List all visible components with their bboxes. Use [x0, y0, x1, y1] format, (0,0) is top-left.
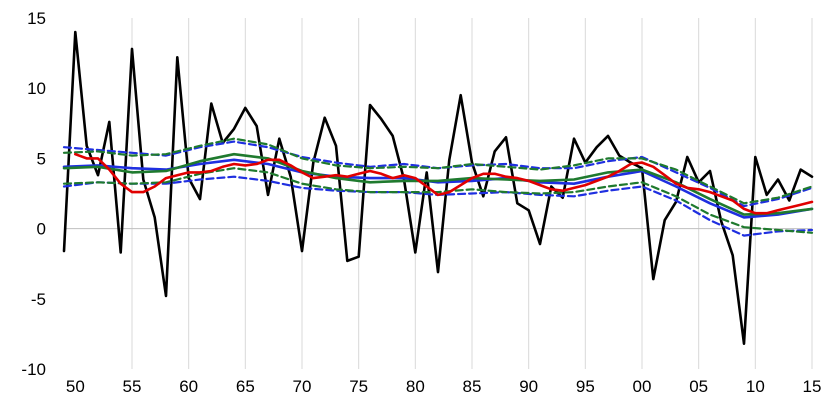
series-line-2 [62, 158, 814, 219]
series-lines [62, 30, 814, 346]
x-tick-label: 70 [293, 377, 312, 396]
y-tick-label: 10 [27, 79, 46, 98]
x-tick-label: 00 [633, 377, 652, 396]
series-line-0 [62, 30, 814, 346]
x-tick-label: 65 [236, 377, 255, 396]
x-tick-label: 95 [576, 377, 595, 396]
series-line-6 [62, 137, 814, 205]
y-axis-ticks: -10 -5 0 5 10 15 [21, 9, 46, 379]
x-tick-label: 10 [746, 377, 765, 396]
x-tick-label: 15 [803, 377, 822, 396]
x-tick-label: 90 [519, 377, 538, 396]
x-tick-label: 50 [66, 377, 85, 396]
y-tick-label: 15 [27, 9, 46, 28]
y-tick-label: 5 [37, 149, 46, 168]
x-tick-label: 55 [123, 377, 142, 396]
x-tick-label: 60 [179, 377, 198, 396]
x-axis-ticks: 50 55 60 65 70 75 80 85 90 95 00 05 10 15 [66, 377, 822, 396]
x-tick-label: 80 [406, 377, 425, 396]
series-line-5 [62, 175, 814, 237]
series-line-1 [74, 152, 814, 215]
series-line-7 [62, 167, 814, 234]
series-line-3 [62, 152, 814, 216]
y-tick-label: -5 [31, 290, 46, 309]
y-tick-label: 0 [37, 220, 46, 239]
y-tick-label: -10 [21, 360, 46, 379]
x-tick-label: 75 [349, 377, 368, 396]
x-tick-label: 85 [463, 377, 482, 396]
x-tick-label: 05 [689, 377, 708, 396]
